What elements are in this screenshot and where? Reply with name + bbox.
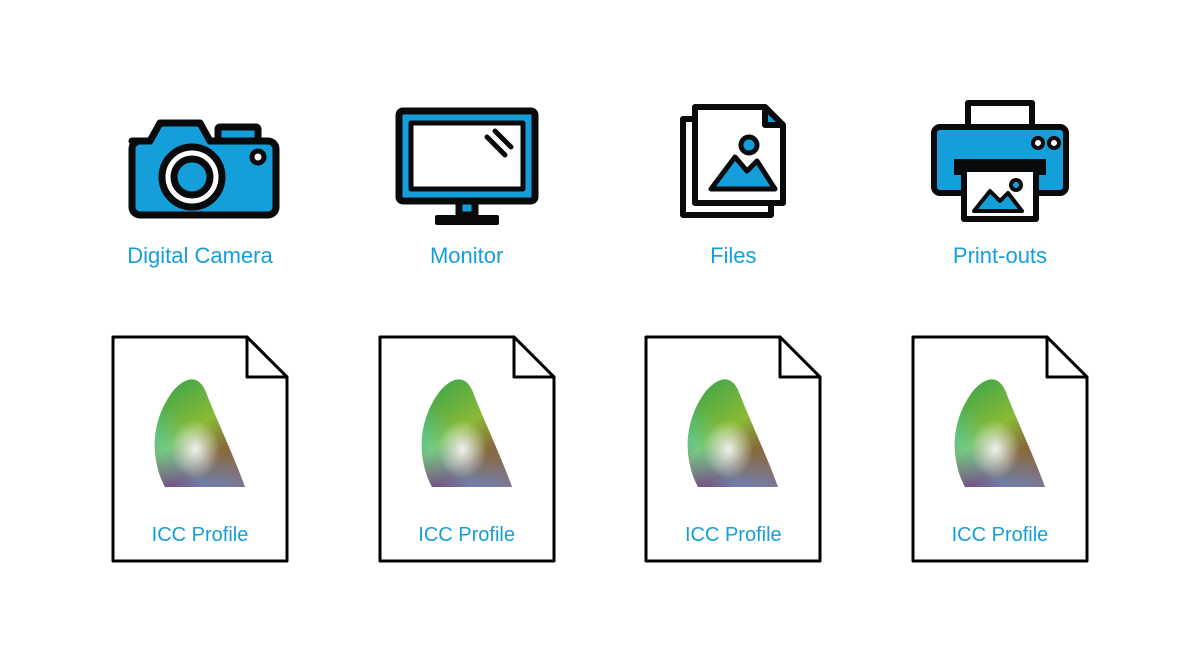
- files-icon: [653, 89, 813, 229]
- monitor-icon: [387, 89, 547, 229]
- profile-doc-0: ICC Profile: [100, 329, 300, 569]
- printer-icon: [920, 89, 1080, 229]
- gamut-icon: [678, 375, 788, 495]
- device-monitor: Monitor: [367, 89, 567, 269]
- device-label: Files: [710, 243, 756, 269]
- device-label: Digital Camera: [127, 243, 273, 269]
- gamut-icon: [412, 375, 522, 495]
- device-camera: Digital Camera: [100, 89, 300, 269]
- profile-label: ICC Profile: [105, 524, 295, 547]
- profile-doc-1: ICC Profile: [367, 329, 567, 569]
- profile-doc-2: ICC Profile: [633, 329, 833, 569]
- device-label: Print-outs: [953, 243, 1047, 269]
- profile-label: ICC Profile: [638, 524, 828, 547]
- gamut-icon: [145, 375, 255, 495]
- profiles-row: ICC Profile ICC Profile ICC Prof: [100, 329, 1100, 569]
- gamut-icon: [945, 375, 1055, 495]
- device-files: Files: [633, 89, 833, 269]
- device-label: Monitor: [430, 243, 503, 269]
- profile-label: ICC Profile: [372, 524, 562, 547]
- camera-icon: [120, 89, 280, 229]
- profile-label: ICC Profile: [905, 524, 1095, 547]
- devices-row: Digital Camera Monitor: [100, 89, 1100, 269]
- profile-doc-3: ICC Profile: [900, 329, 1100, 569]
- device-printer: Print-outs: [900, 89, 1100, 269]
